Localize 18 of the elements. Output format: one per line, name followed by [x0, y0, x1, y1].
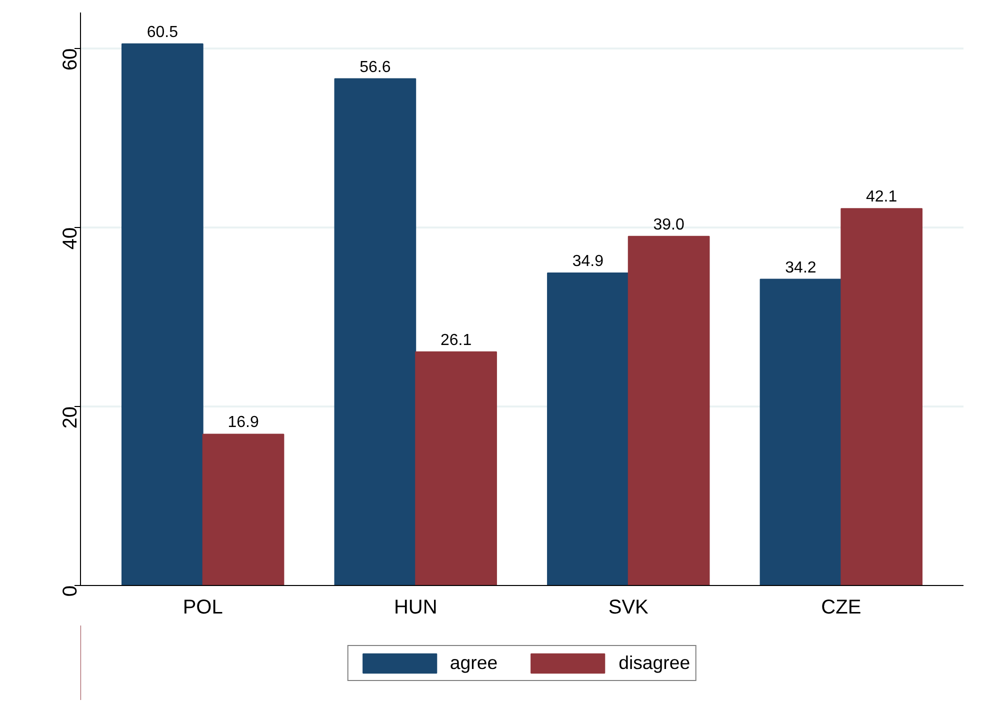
- legend-label: agree: [450, 652, 498, 674]
- data-label: 60.5: [146, 24, 178, 41]
- y-tick-label: 20: [60, 406, 82, 429]
- y-tick-label: 0: [60, 586, 82, 597]
- x-tick-label: HUN: [394, 596, 438, 618]
- data-label: 42.1: [866, 188, 898, 206]
- data-label: 34.2: [785, 259, 816, 276]
- data-label: 56.6: [360, 58, 391, 76]
- x-tick-label: CZE: [821, 596, 862, 618]
- x-tick-label: SVK: [608, 596, 650, 618]
- data-label: 34.9: [572, 253, 604, 270]
- legend-label: disagree: [618, 652, 690, 674]
- y-tick-label: 60: [60, 48, 82, 71]
- y-tick-label: 40: [60, 227, 82, 250]
- x-tick-label: POL: [182, 596, 223, 618]
- data-label: 16.9: [228, 414, 259, 432]
- data-label: 39.0: [653, 216, 684, 234]
- data-label: 26.1: [440, 332, 472, 349]
